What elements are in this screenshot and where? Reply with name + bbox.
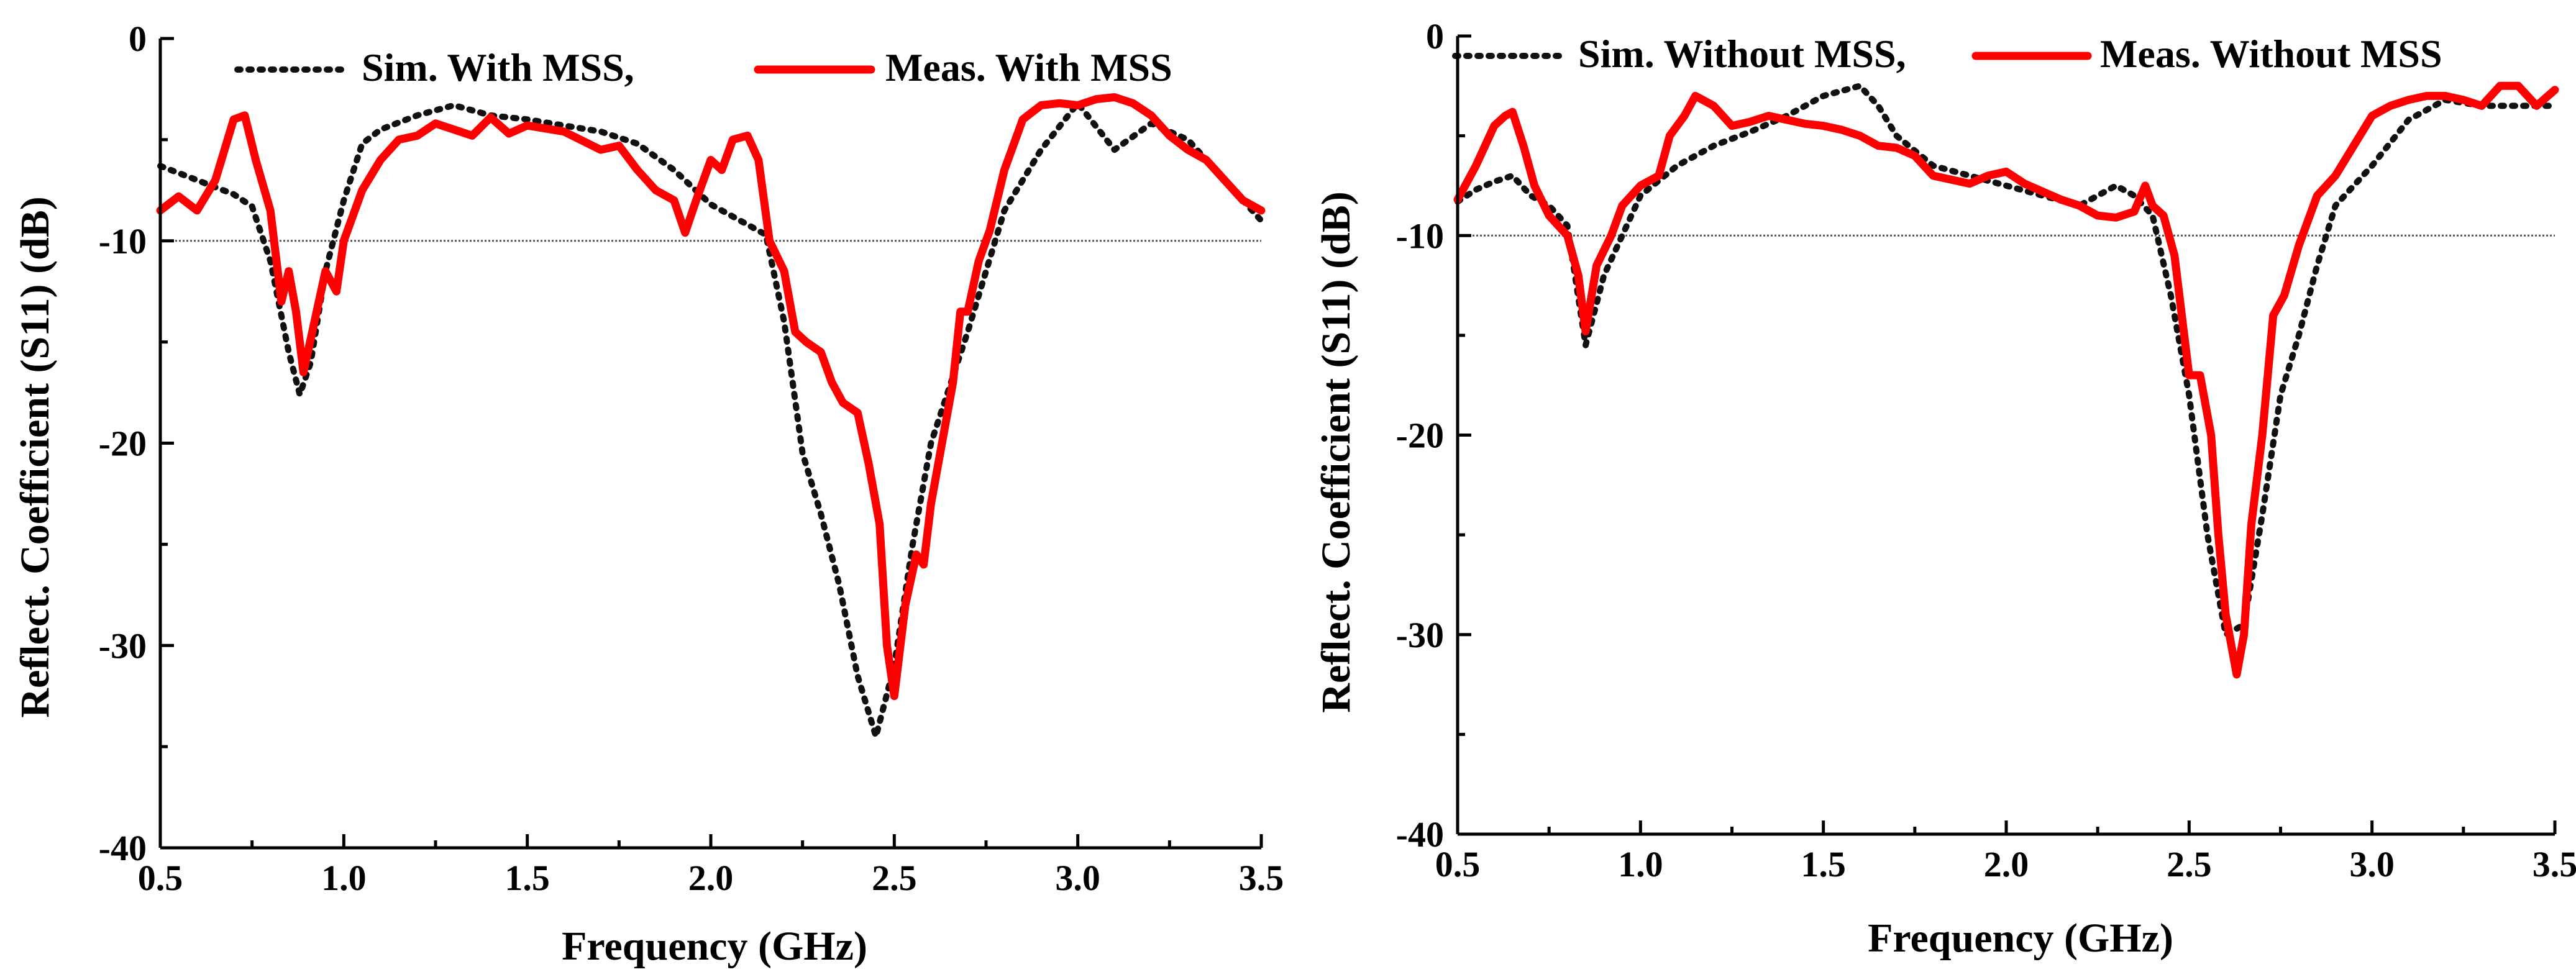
x-tick-label: 1.5: [505, 858, 550, 898]
y-tick-label: -10: [99, 221, 147, 261]
y-tick-label: -20: [99, 424, 147, 464]
series-line-measured: [1453, 81, 2559, 679]
legend-label-sim-with-mss: Sim. With MSS,: [362, 45, 634, 89]
x-tick-label: 1.5: [1801, 844, 1846, 884]
y-tick-label: -40: [1396, 814, 1444, 855]
x-tick-label: 2.0: [688, 858, 734, 898]
chart-with-mss: 0.5 1.0 1.5 2.0 2.5 3.0 3.5 0 -10 -20 -30 -40 Frequ…: [12, 19, 1284, 969]
series-line-simulated: [157, 100, 1264, 740]
legend-label-meas-without-mss: Meas. Without MSS: [2100, 32, 2442, 76]
y-tick-label: -20: [1396, 416, 1444, 456]
y-tick-label: 0: [129, 19, 147, 59]
x-tick-label: 0.5: [1435, 844, 1481, 884]
x-tick-label: 3.0: [1055, 858, 1100, 898]
x-tick-label: 3.0: [2349, 844, 2395, 884]
x-axis-title: Frequency (GHz): [562, 924, 867, 969]
x-tick-label: 0.5: [138, 858, 183, 898]
y-tick-label: 0: [1426, 16, 1444, 57]
x-tick-label: 2.5: [2167, 844, 2212, 884]
y-tick-label: -10: [1396, 216, 1444, 256]
x-tick-label: 3.5: [2533, 844, 2576, 884]
y-tick-label: -30: [99, 625, 147, 666]
y-tick-label: -40: [99, 828, 147, 868]
y-tick-label: -30: [1396, 615, 1444, 655]
x-tick-label: 2.5: [872, 858, 917, 898]
series-line-simulated: [1455, 83, 2558, 638]
x-tick-label: 2.0: [1984, 844, 2029, 884]
x-tick-label: 1.0: [321, 858, 367, 898]
chart-without-mss: 0.5 1.0 1.5 2.0 2.5 3.0 3.5 0 -10 -20 -30 -40 Frequ…: [1313, 16, 2576, 961]
x-tick-label: 1.0: [1618, 844, 1663, 884]
x-tick-label: 3.5: [1239, 858, 1284, 898]
legend-label-meas-with-mss: Meas. With MSS: [885, 45, 1172, 89]
x-axis-title: Frequency (GHz): [1868, 916, 2173, 961]
chart-with-mss-marks: 0.5 1.0 1.5 2.0 2.5 3.0 3.5 0 -10 -20 -30 -40: [99, 19, 1284, 898]
series-line-measured: [156, 93, 1266, 701]
chart-without-mss-marks: 0.5 1.0 1.5 2.0 2.5 3.0 3.5 0 -10 -20 -30 -40: [1396, 16, 2576, 884]
y-axis-title: Reflect. Coefficient (S11) (dB): [12, 196, 58, 717]
y-axis-title: Reflect. Coefficient (S11) (dB): [1313, 191, 1359, 712]
legend-label-sim-without-mss: Sim. Without MSS,: [1578, 32, 1906, 76]
